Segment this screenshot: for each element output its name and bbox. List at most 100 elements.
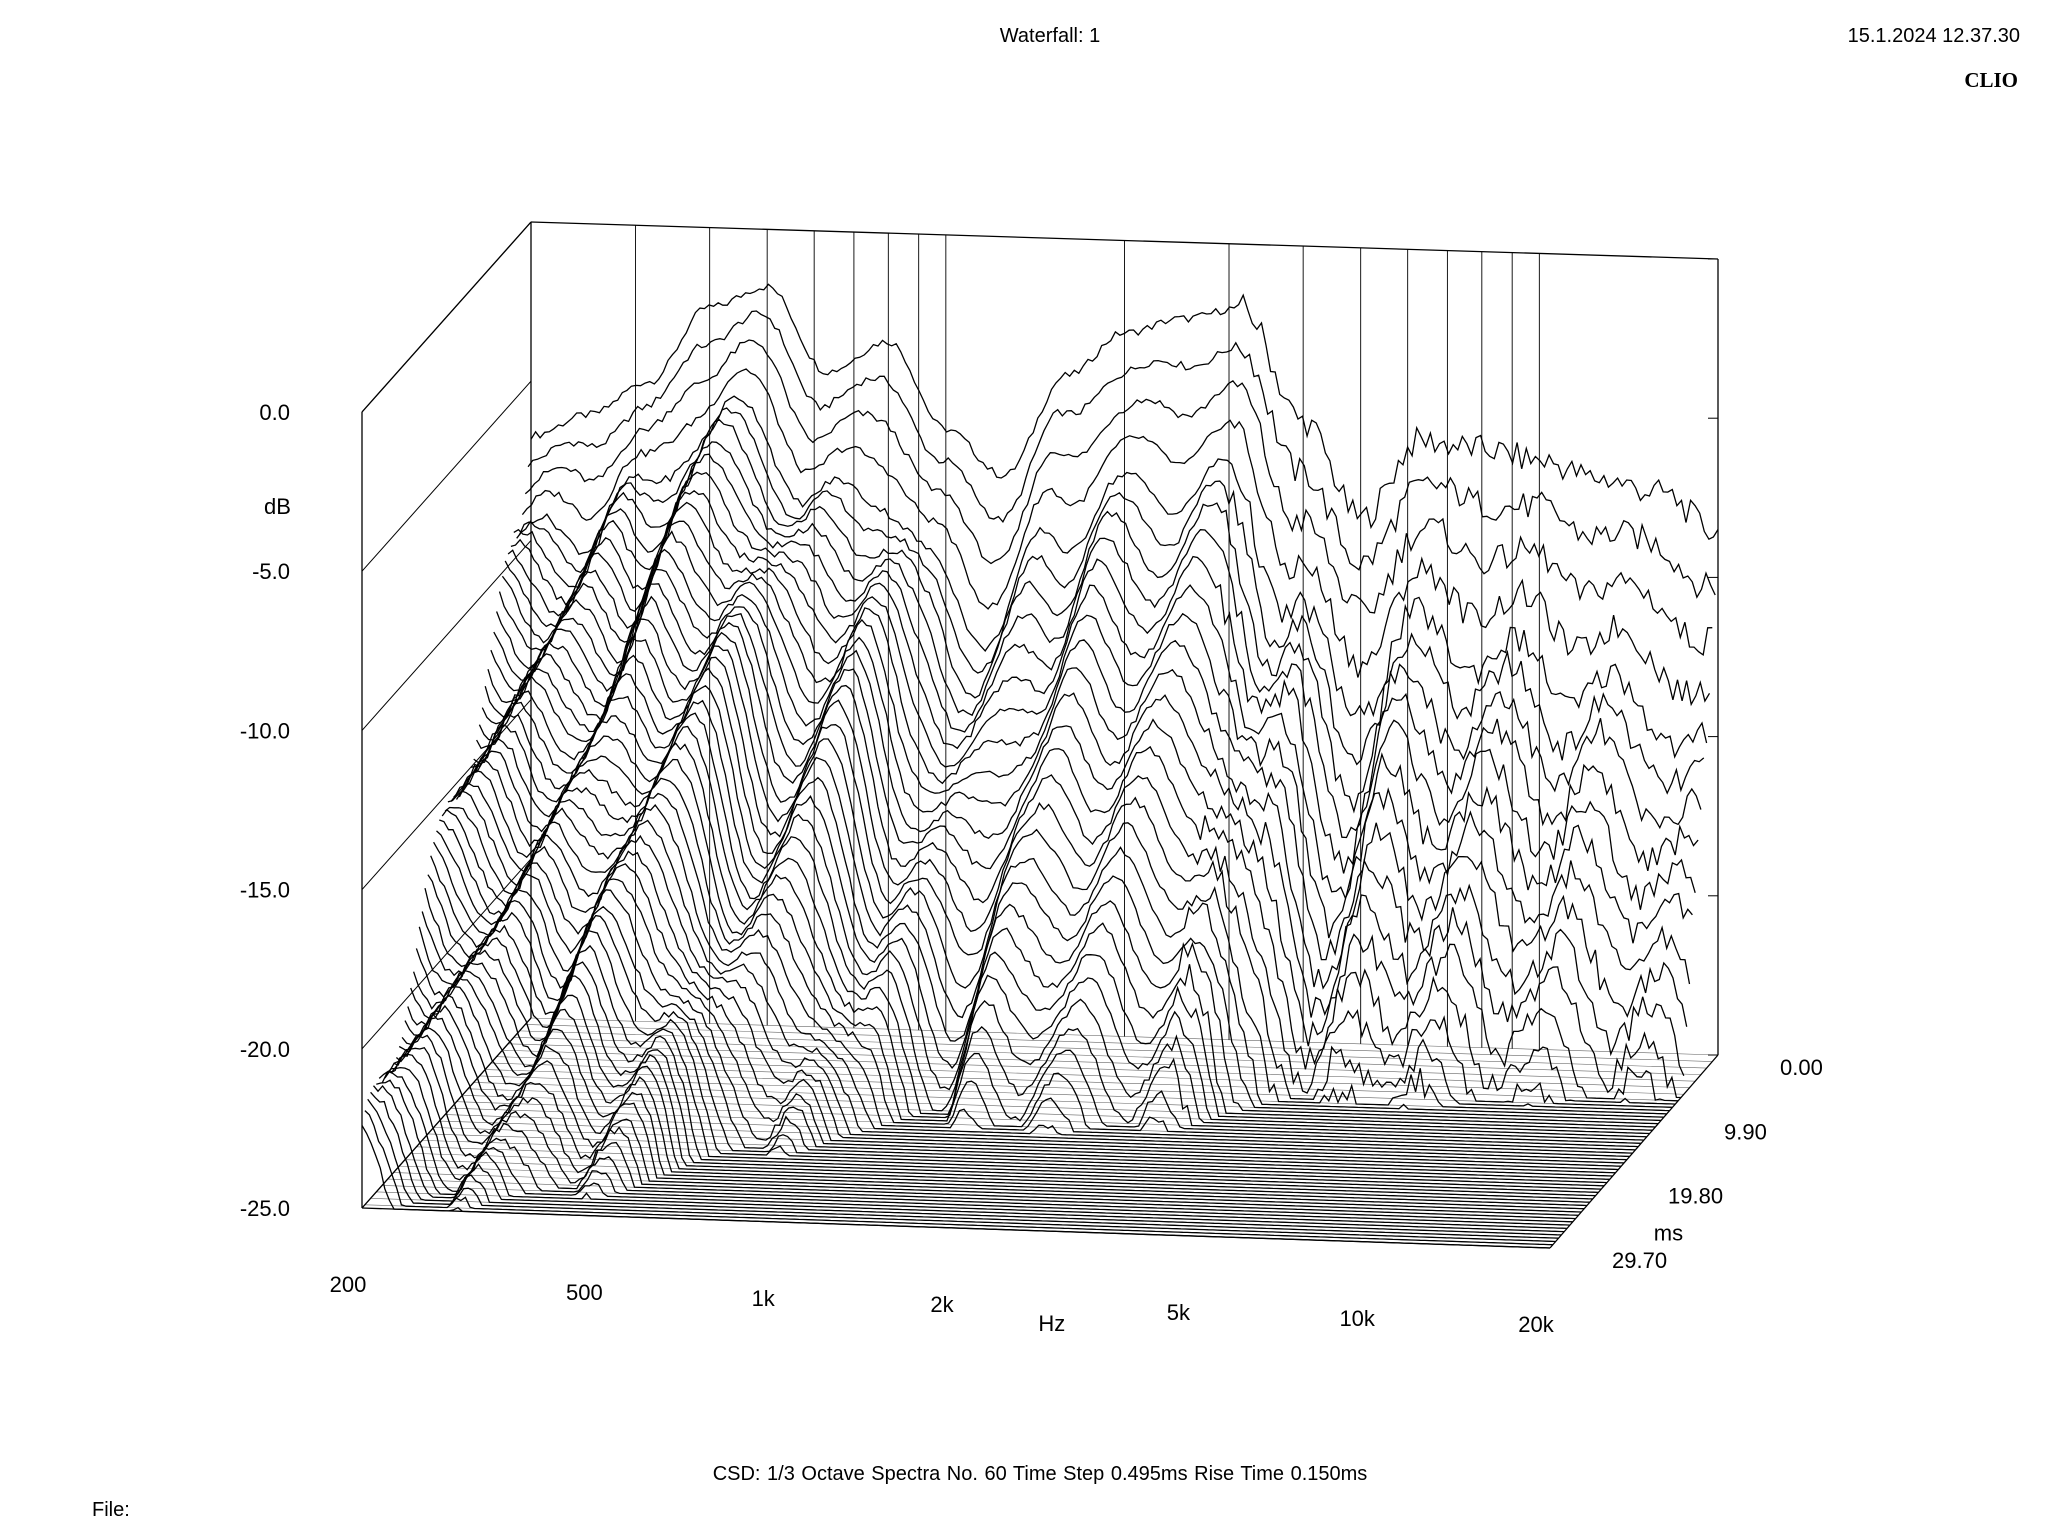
spectrum-trace (390, 1034, 1579, 1216)
floor-slice-line (393, 1172, 1582, 1213)
spectrum-trace (530, 283, 1719, 541)
axis-labels: 0.0 -5.0 -10.0 -15.0 -20.0 -25.0 dB 200 500 1k 2k 5… (240, 400, 1823, 1337)
floor-slice-line (382, 1185, 1570, 1226)
x-tick-label: 10k (1339, 1306, 1375, 1331)
spectrum-trace (490, 548, 1679, 1102)
floor-slice-line (427, 1133, 1616, 1174)
x-axis-label: Hz (1038, 1311, 1065, 1336)
chart-title: Waterfall: 1 (999, 25, 1101, 47)
y-gridline (361, 699, 532, 890)
spectrum-trace (476, 636, 1664, 1118)
z-tick-label: 19.80 (1668, 1184, 1723, 1209)
spectrum-trace (521, 368, 1711, 707)
floor-slice-line (525, 1024, 1713, 1062)
z-tick-label: 0.00 (1780, 1055, 1823, 1080)
y-axis-label: dB (264, 494, 291, 519)
spectrum-trace (493, 530, 1682, 1099)
spectrum-trace (367, 1098, 1556, 1243)
y-tick-label: -15.0 (240, 878, 290, 903)
floor-slice-line (376, 1191, 1565, 1232)
spectrum-trace (441, 808, 1630, 1158)
spectrum-trace (501, 489, 1691, 985)
spectrum-trace (513, 419, 1702, 830)
spectrum-trace (395, 1013, 1585, 1210)
y-tick-label: -10.0 (240, 718, 290, 743)
brand-label: CLIO (1964, 68, 2018, 92)
spectrum-trace (518, 395, 1708, 759)
z-axis-label: ms (1654, 1221, 1683, 1246)
floor-slice-line (387, 1178, 1576, 1219)
floor-slice-line (456, 1101, 1644, 1141)
floor-slice-line (490, 1062, 1679, 1102)
spectrum-trace (510, 441, 1699, 872)
floor-slice-line (364, 1204, 1553, 1246)
spectrum-trace (481, 595, 1670, 1112)
spectrum-trace (498, 501, 1688, 1027)
floor-slice-line (370, 1198, 1559, 1239)
spectrum-trace (418, 926, 1607, 1184)
spectrum-trace (470, 667, 1659, 1125)
spectrum-trace (407, 976, 1596, 1197)
y-tick-label: -25.0 (240, 1196, 290, 1221)
floor-slice-line (513, 1037, 1701, 1075)
y-gridline (361, 540, 532, 731)
floor-slice-line (496, 1056, 1684, 1095)
y-gridline (361, 858, 532, 1050)
x-tick-label: 500 (566, 1280, 603, 1305)
floor-slice-line (410, 1152, 1599, 1193)
floor-slice-line (399, 1165, 1588, 1206)
x-tick-label: 20k (1518, 1312, 1554, 1337)
floor-slice-line (508, 1043, 1696, 1082)
floor-slice-line (445, 1114, 1633, 1154)
spectrum-trace (484, 583, 1673, 1108)
spectrum-trace (412, 961, 1602, 1190)
spectrum-trace (430, 855, 1619, 1171)
spectra-traces (361, 283, 1719, 1249)
spectrum-trace (378, 1070, 1568, 1230)
z-tick-label: 9.90 (1724, 1119, 1767, 1144)
spectrum-trace (401, 994, 1590, 1203)
spectrum-trace (495, 520, 1685, 1076)
spectrum-trace (516, 407, 1705, 795)
floor-slice-line (519, 1030, 1707, 1069)
floor-slice-line (422, 1140, 1610, 1180)
floor-slice-line (462, 1094, 1650, 1134)
floor-slice-line (485, 1069, 1673, 1108)
floor-slice-line (433, 1127, 1622, 1167)
floor-slice-line (473, 1082, 1662, 1121)
y-gridline (361, 221, 532, 413)
spectrum-trace (524, 339, 1713, 657)
floor-slice-line (502, 1049, 1690, 1089)
floor-slice-line (439, 1120, 1627, 1160)
floor-slice-line (404, 1159, 1593, 1200)
y-tick-label: 0.0 (259, 400, 290, 425)
y-tick-label: -5.0 (252, 559, 290, 584)
floor-slice-line (416, 1146, 1605, 1187)
floor-slice-line (467, 1088, 1656, 1128)
spectrum-trace (527, 310, 1716, 599)
floor-slice-line (530, 1017, 1719, 1056)
timestamp: 15.1.2024 12.37.30 (1847, 25, 2020, 47)
z-tick-label: 29.70 (1612, 1248, 1667, 1273)
spectrum-trace (361, 1125, 1551, 1249)
x-tick-label: 2k (930, 1292, 954, 1317)
floor-slice-line (479, 1075, 1667, 1115)
spectrum-trace (372, 1084, 1562, 1236)
spectrum-trace (436, 830, 1625, 1164)
x-tick-label: 5k (1167, 1300, 1191, 1325)
y-gridline (361, 380, 532, 572)
measurement-settings: CSD: 1/3 Octave Spectra No. 60 Time Step… (712, 1463, 1368, 1485)
spectrum-trace (504, 471, 1693, 944)
floor-slice-line (450, 1107, 1639, 1147)
y-tick-label: -20.0 (240, 1037, 290, 1062)
file-label: File: (92, 1499, 130, 1521)
x-tick-label: 200 (330, 1272, 367, 1297)
spectrum-trace (424, 887, 1613, 1177)
spectrum-trace (464, 699, 1653, 1131)
spectrum-trace (458, 725, 1647, 1138)
spectrum-trace (507, 453, 1696, 910)
spectrum-trace (447, 790, 1636, 1151)
x-tick-label: 1k (752, 1286, 776, 1311)
spectrum-trace (487, 568, 1676, 1105)
